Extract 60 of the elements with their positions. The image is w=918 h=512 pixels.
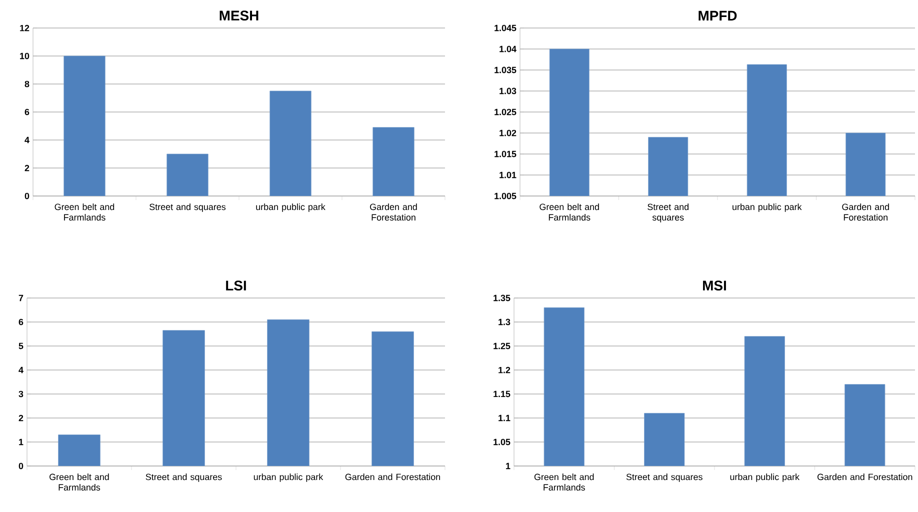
y-tick-label: 1.05 (494, 438, 510, 446)
x-tick-label: Garden and Forestation (345, 474, 440, 480)
y-tick-label: 1.045 (494, 24, 516, 32)
y-tick-label: 3 (18, 390, 24, 398)
bar (267, 319, 310, 466)
x-tick-label: Green belt and Farmlands (534, 474, 594, 491)
x-tick-label: Green belt and Farmlands (540, 204, 599, 221)
y-tick-label: 6 (24, 108, 30, 116)
y-tick-label: 1.3 (498, 318, 510, 326)
x-tick-label: Garden and Forestation (842, 204, 889, 221)
x-tick-label: urban public park (254, 474, 324, 482)
x-tick-label: Garden and Forestation (370, 204, 417, 221)
x-tick-label: Street and squares (146, 474, 222, 482)
y-tick-label: 8 (24, 80, 30, 88)
bar (166, 154, 208, 196)
y-tick-label: 1.1 (498, 414, 510, 422)
chart-title: MSI (703, 280, 726, 291)
x-tick-label: urban public park (730, 474, 800, 482)
y-tick-label: 1.04 (500, 46, 516, 52)
y-tick-label: 1.25 (494, 342, 510, 350)
y-tick-label: 5 (18, 342, 24, 350)
y-tick-label: 1.35 (494, 294, 510, 302)
y-tick-label: 1 (506, 462, 510, 470)
x-tick-label: Street and squares (150, 204, 226, 212)
x-tick-label: Green belt and Farmlands (50, 474, 109, 491)
x-tick-label: urban public park (256, 204, 326, 212)
x-tick-label: Street and squares (648, 204, 688, 222)
bar (372, 127, 414, 196)
y-tick-label: 1 (19, 438, 24, 446)
y-tick-label: 6 (18, 318, 24, 326)
y-tick-label: 0 (18, 462, 24, 470)
y-tick-label: 12 (20, 24, 30, 32)
y-tick-label: 1.025 (494, 108, 516, 116)
chart-title: MESH (220, 10, 258, 20)
bar (58, 434, 100, 466)
y-tick-label: 4 (24, 136, 30, 144)
y-tick-label: 1.015 (494, 150, 516, 158)
y-tick-label: 0 (24, 192, 30, 200)
bar (64, 56, 106, 196)
bar (270, 90, 312, 196)
y-tick-label: 1.15 (494, 390, 510, 398)
x-tick-label: Garden and Forestation (817, 474, 912, 480)
y-tick-label: 1.035 (494, 66, 516, 74)
y-tick-label: 2 (24, 164, 30, 172)
x-tick-label: Street and squares (626, 474, 702, 482)
y-tick-label: 4 (18, 366, 24, 374)
chart-title: MPFD (698, 10, 737, 20)
x-tick-label: urban public park (732, 204, 802, 212)
y-tick-label: 1.03 (500, 88, 516, 94)
y-tick-label: 1.2 (498, 366, 510, 374)
bar (162, 330, 205, 466)
y-tick-label: 1.01 (500, 172, 516, 178)
bar (372, 331, 414, 466)
y-tick-label: 7 (18, 294, 24, 302)
y-tick-label: 10 (20, 52, 30, 60)
y-tick-label: 1.02 (500, 130, 516, 136)
chart-title: LSI (226, 280, 246, 291)
x-tick-label: Green belt and Farmlands (54, 204, 114, 221)
y-tick-label: 1.005 (494, 192, 516, 200)
y-tick-label: 2 (18, 414, 24, 422)
